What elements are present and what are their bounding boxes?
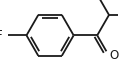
Text: O: O: [109, 49, 118, 62]
Text: F: F: [91, 0, 97, 1]
Text: F: F: [0, 29, 3, 42]
